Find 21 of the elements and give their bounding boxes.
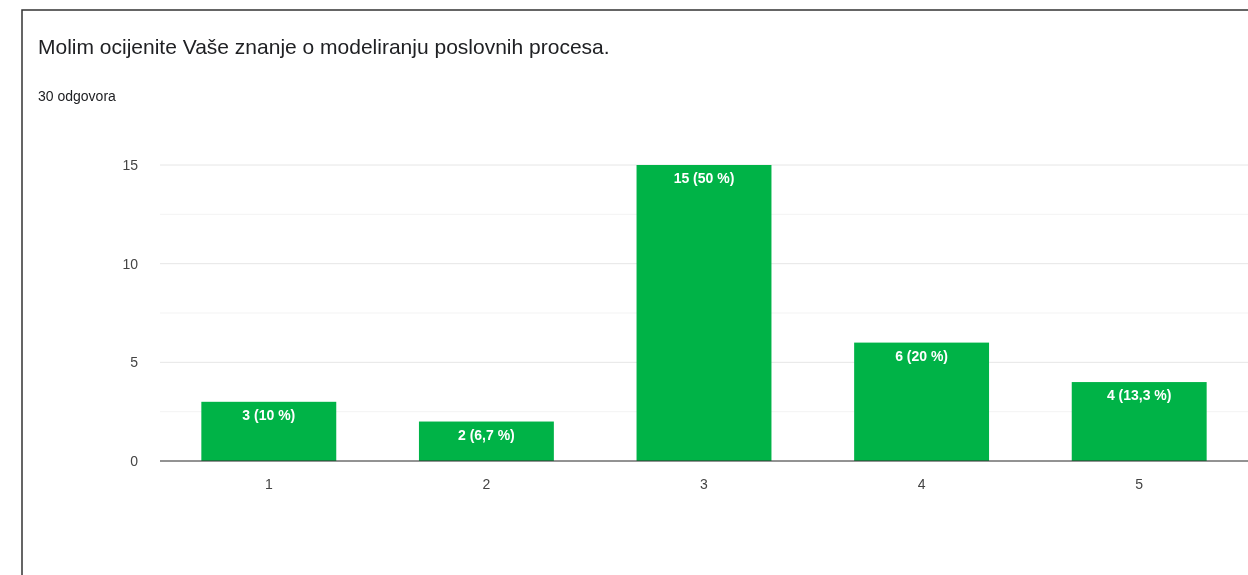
y-tick-label: 10	[122, 255, 139, 272]
bar	[201, 401, 337, 461]
x-tick-label: 3	[700, 476, 709, 492]
bar	[636, 165, 772, 461]
x-tick-label: 2	[482, 476, 491, 492]
data-label: 4 (13,3 %)	[1106, 387, 1172, 404]
y-tick-label: 15	[122, 157, 139, 173]
y-tick-label: 0	[130, 453, 139, 469]
chart-title: Molim ocijenite Vaše znanje o modeliranju poslovnih procesa.	[38, 35, 610, 58]
bar	[418, 421, 554, 461]
data-label: 3 (10 %)	[242, 406, 296, 423]
bar	[1071, 382, 1207, 461]
x-tick-label: 1	[264, 476, 273, 492]
x-tick-label: 4	[917, 476, 926, 492]
y-tick-label: 5	[130, 354, 139, 371]
chart-subtitle: 30 odgovora	[38, 88, 117, 104]
data-label: 6 (20 %)	[895, 347, 949, 364]
x-tick-label: 5	[1135, 476, 1144, 492]
data-label: 2 (6,7 %)	[457, 426, 515, 443]
data-label: 15 (50 %)	[673, 170, 735, 186]
bar	[854, 342, 990, 461]
